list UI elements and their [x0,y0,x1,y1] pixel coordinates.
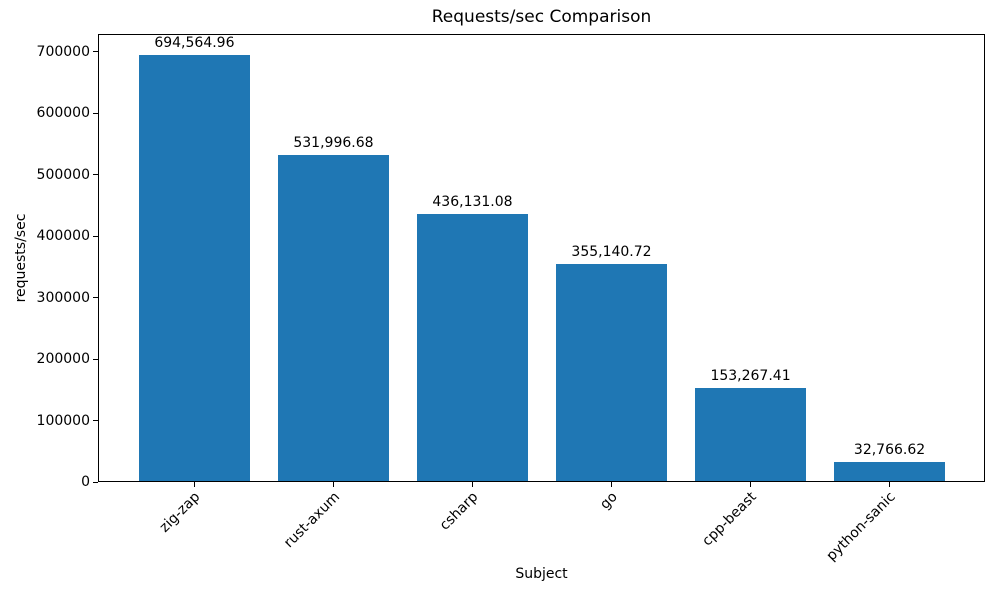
y-tick-mark [93,297,98,299]
x-tick-label: python-sanic [823,489,899,565]
x-tick-label: zig-zap [157,489,204,536]
y-tick-label: 200000 [36,351,90,368]
bar-rust-axum [277,155,390,481]
x-axis-label: Subject [515,566,568,582]
chart-title: Requests/sec Comparison [431,7,652,27]
bar-csharp [416,214,529,481]
x-tick-mark [332,482,334,487]
y-tick-label: 400000 [36,228,90,245]
x-tick-label: rust-axum [280,489,343,552]
bar-cpp-beast [694,387,807,481]
x-tick-label: go [597,489,621,513]
bar-value-label: 436,131.08 [432,194,513,211]
bar-python-sanic [833,461,946,481]
bar-go [555,263,668,481]
y-tick-mark [93,235,98,237]
y-tick-label: 700000 [36,43,90,60]
bar-value-label: 531,996.68 [293,135,374,152]
y-tick-mark [93,481,98,483]
y-tick-mark [93,51,98,53]
x-tick-mark [750,482,752,487]
x-tick-mark [193,482,195,487]
x-tick-mark [611,482,612,487]
y-tick-mark [93,174,98,176]
y-tick-label: 600000 [36,105,90,122]
bar-value-label: 355,140.72 [571,243,652,260]
y-tick-label: 500000 [36,166,90,183]
y-tick-label: 100000 [36,412,90,429]
bar-value-label: 32,766.62 [853,441,926,458]
y-tick-mark [93,112,98,114]
y-tick-label: 300000 [36,289,90,306]
y-tick-mark [93,358,98,360]
x-tick-mark [889,482,891,487]
bar-value-label: 153,267.41 [710,367,791,384]
bar-value-label: 694,564.96 [154,35,235,52]
x-tick-label: csharp [437,489,482,534]
x-tick-label: cpp-beast [699,489,760,550]
y-axis-label: requests/sec [13,213,29,303]
x-tick-mark [471,482,473,487]
y-tick-mark [93,420,98,422]
bar-zig-zap [138,55,251,481]
y-tick-label: 0 [81,474,90,490]
